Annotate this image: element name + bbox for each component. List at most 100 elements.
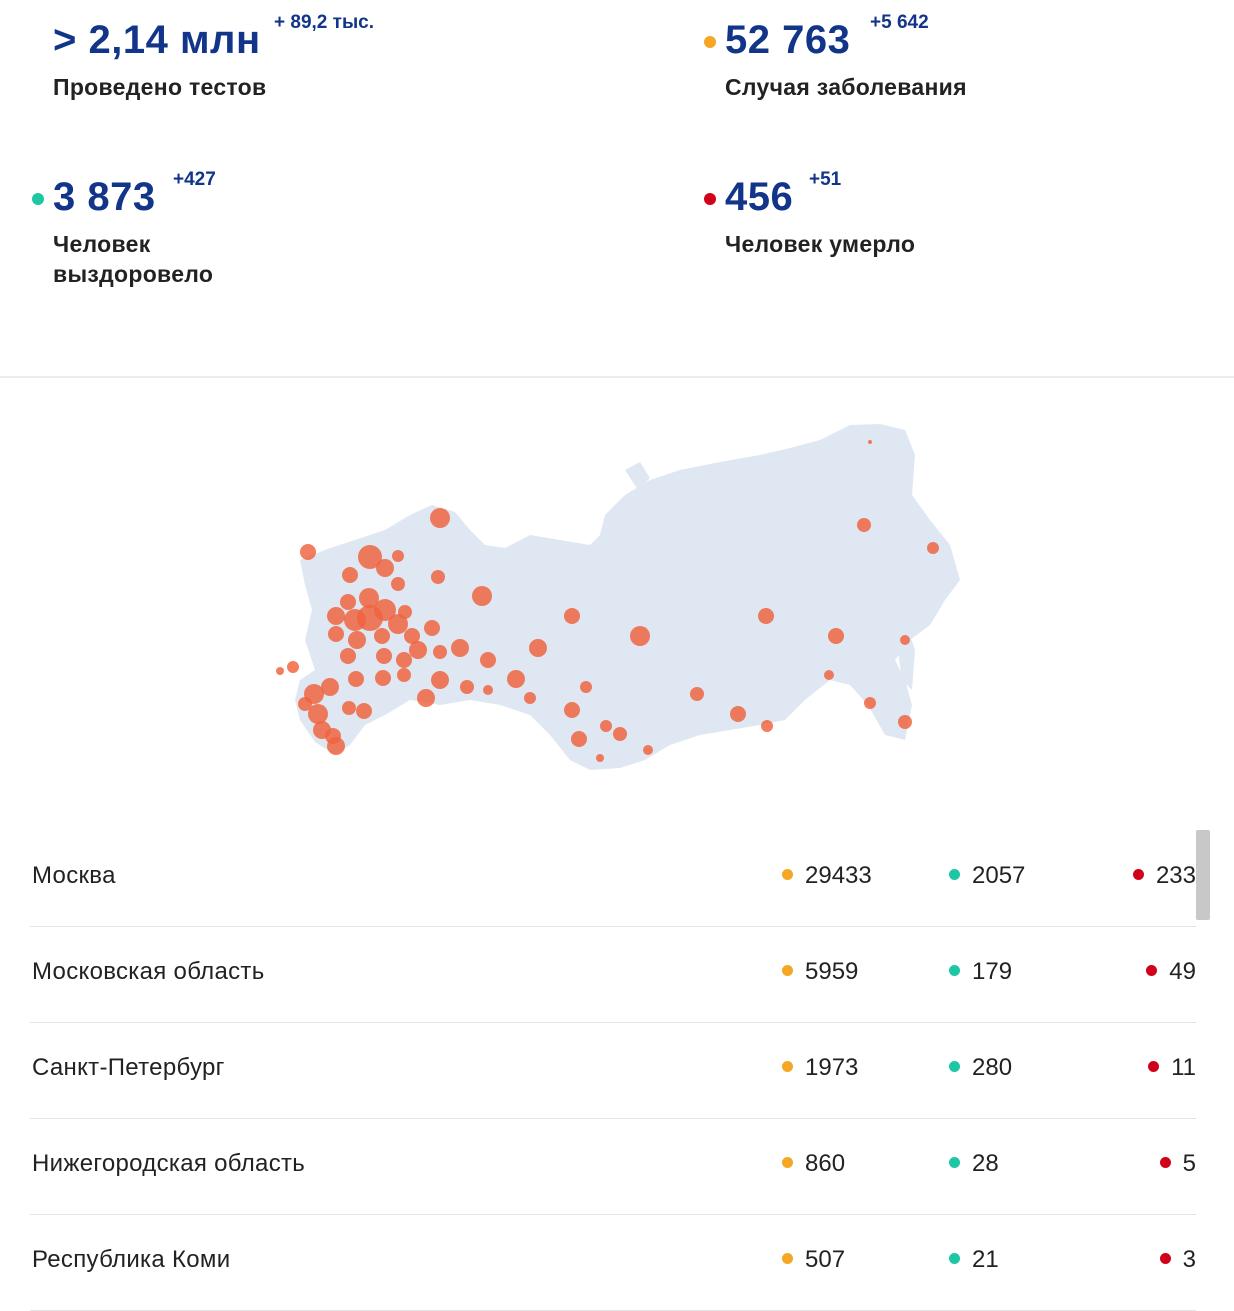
region-marker[interactable]	[340, 648, 356, 664]
region-marker[interactable]	[690, 687, 704, 701]
region-marker[interactable]	[571, 731, 587, 747]
region-marker[interactable]	[388, 614, 408, 634]
region-marker[interactable]	[761, 720, 773, 732]
deaths-dot-icon	[1159, 1157, 1171, 1168]
region-marker[interactable]	[898, 715, 912, 729]
region-marker[interactable]	[580, 681, 592, 693]
table-scrollbar[interactable]	[1196, 830, 1210, 920]
recovered-value: 3 873	[53, 175, 156, 219]
region-marker[interactable]	[376, 648, 392, 664]
region-marker[interactable]	[342, 701, 356, 715]
region-marker[interactable]	[460, 680, 474, 694]
region-deaths-value: 11	[1171, 1054, 1196, 1081]
region-marker[interactable]	[409, 641, 427, 659]
region-marker[interactable]	[321, 678, 339, 696]
region-marker[interactable]	[868, 440, 872, 444]
region-recovered: 21	[949, 1246, 999, 1274]
region-marker[interactable]	[396, 652, 412, 668]
region-marker[interactable]	[431, 570, 445, 584]
region-deaths: 233	[1132, 862, 1196, 890]
region-marker[interactable]	[483, 685, 493, 695]
region-marker[interactable]	[507, 670, 525, 688]
cases-label: Случая заболевания	[725, 74, 967, 100]
region-marker[interactable]	[404, 628, 420, 644]
region-marker[interactable]	[451, 639, 469, 657]
recovered-delta: +427	[173, 169, 216, 190]
region-cases-value: 5959	[805, 958, 859, 985]
region-marker[interactable]	[730, 706, 746, 722]
region-marker[interactable]	[430, 508, 450, 528]
region-marker[interactable]	[927, 542, 939, 554]
region-recovered-value: 28	[972, 1150, 999, 1177]
region-marker[interactable]	[431, 671, 449, 689]
region-marker[interactable]	[824, 670, 834, 680]
region-marker[interactable]	[340, 594, 356, 610]
cases-dot-icon	[782, 1157, 793, 1168]
region-marker[interactable]	[433, 645, 447, 659]
region-marker[interactable]	[300, 544, 316, 560]
region-row[interactable]: Санкт-Петербург 1973 280 11	[30, 1022, 1196, 1119]
region-marker[interactable]	[397, 668, 411, 682]
region-marker[interactable]	[828, 628, 844, 644]
region-marker[interactable]	[348, 631, 366, 649]
russia-landmass	[295, 424, 960, 770]
region-marker[interactable]	[391, 577, 405, 591]
region-recovered: 280	[949, 1054, 1012, 1082]
region-marker[interactable]	[529, 639, 547, 657]
region-row[interactable]: Нижегородская область 860 28 5	[30, 1118, 1196, 1215]
region-deaths: 11	[1148, 1054, 1196, 1082]
region-marker[interactable]	[524, 692, 536, 704]
region-marker[interactable]	[417, 689, 435, 707]
region-marker[interactable]	[308, 704, 328, 724]
region-marker[interactable]	[596, 754, 604, 762]
region-marker[interactable]	[480, 652, 496, 668]
region-recovered-value: 21	[972, 1246, 999, 1273]
region-marker[interactable]	[613, 727, 627, 741]
region-recovered-value: 179	[972, 958, 1013, 985]
region-marker[interactable]	[564, 702, 580, 718]
region-marker[interactable]	[374, 628, 390, 644]
cases-delta: +5 642	[870, 12, 929, 33]
region-marker[interactable]	[298, 697, 312, 711]
region-row[interactable]: Московская область 5959 179 49	[30, 926, 1196, 1023]
region-cases: 5959	[782, 958, 858, 986]
region-deaths: 49	[1146, 958, 1196, 986]
region-marker[interactable]	[376, 559, 394, 577]
region-marker[interactable]	[327, 737, 345, 755]
region-marker[interactable]	[900, 635, 910, 645]
region-marker[interactable]	[276, 667, 284, 675]
deaths-dot-icon	[1146, 965, 1158, 976]
region-cases-value: 1973	[805, 1054, 859, 1081]
region-marker[interactable]	[328, 626, 344, 642]
region-marker[interactable]	[398, 605, 412, 619]
region-marker[interactable]	[359, 588, 379, 608]
region-marker[interactable]	[374, 599, 396, 621]
region-marker[interactable]	[392, 550, 404, 562]
region-marker[interactable]	[287, 661, 299, 673]
russia-island-north	[625, 462, 650, 490]
cases-dot-icon	[782, 1061, 793, 1072]
region-marker[interactable]	[758, 608, 774, 624]
region-marker[interactable]	[327, 607, 345, 625]
tests-value: > 2,14 млн	[53, 18, 261, 62]
cases-dot-icon	[782, 869, 793, 880]
region-marker[interactable]	[348, 671, 364, 687]
russia-map[interactable]	[0, 400, 1234, 800]
region-marker[interactable]	[864, 697, 876, 709]
region-marker[interactable]	[472, 586, 492, 606]
region-marker[interactable]	[857, 518, 871, 532]
region-deaths: 3	[1159, 1246, 1196, 1274]
region-marker[interactable]	[375, 670, 391, 686]
region-marker[interactable]	[424, 620, 440, 636]
region-marker[interactable]	[358, 545, 382, 569]
region-row[interactable]: Москва 29433 2057 233	[30, 830, 1196, 927]
region-row[interactable]: Республика Коми 507 21 3	[30, 1214, 1196, 1311]
region-marker[interactable]	[643, 745, 653, 755]
region-marker[interactable]	[356, 703, 372, 719]
region-name: Республика Коми	[32, 1246, 231, 1273]
region-marker[interactable]	[342, 567, 358, 583]
region-marker[interactable]	[600, 720, 612, 732]
region-marker[interactable]	[630, 626, 650, 646]
region-marker[interactable]	[564, 608, 580, 624]
tests-label: Проведено тестов	[53, 74, 267, 100]
